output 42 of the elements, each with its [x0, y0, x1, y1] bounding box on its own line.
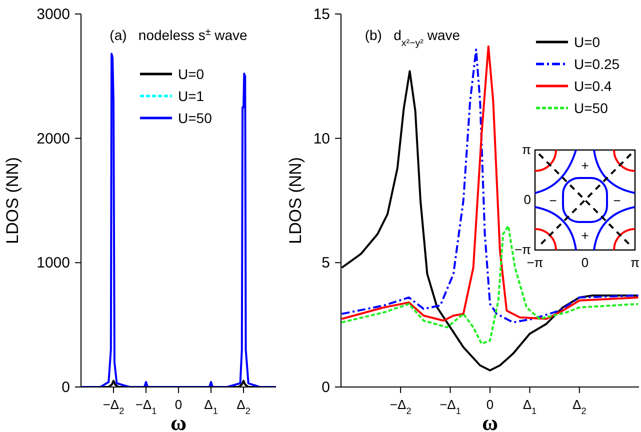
y-tick-label: 1000 [36, 254, 70, 272]
y-tick-label: 15 [313, 6, 330, 23]
x-tick-label: Δ$_{2}$ [236, 397, 250, 416]
x-tick-label: Δ$_{1}$ [522, 397, 537, 416]
legend-label: U=0.25 [574, 56, 620, 72]
y-axis-title: LDOS (NN) [3, 157, 22, 244]
annotation: 0 [581, 255, 589, 270]
x-tick-label: −Δ$_{1}$ [135, 397, 157, 416]
annotation: 0 [524, 192, 531, 207]
annotation: + [581, 228, 589, 243]
text: (a) nodeless s$^{±}$ wave [110, 26, 248, 43]
x-tick-label: −Δ$_{2}$ [390, 397, 412, 416]
y-tick-label: 5 [322, 254, 330, 272]
x-tick-label: Δ$_{1}$ [204, 397, 218, 416]
y-tick-label: 0 [322, 379, 330, 396]
annotation: π [522, 142, 532, 157]
legend-label: U=50 [574, 100, 608, 116]
x-tick-label: −Δ$_{1}$ [440, 397, 461, 416]
legend-label: U=0.4 [574, 78, 612, 94]
y-tick-label: 3000 [36, 6, 70, 23]
legend-label: U=1 [178, 88, 204, 104]
x-tick-label: 0 [174, 397, 182, 412]
annotation: −π [514, 242, 532, 257]
annotation: − [613, 193, 621, 208]
legend-label: U=0 [574, 34, 600, 50]
line-series [341, 224, 639, 345]
y-tick-label: 2000 [36, 130, 70, 148]
x-tick-label: 0 [486, 397, 494, 412]
text: (b) d$_{x²−y²}$ wave [364, 27, 460, 48]
x-tick-label: −Δ$_{2}$ [102, 397, 124, 416]
annotation: π [630, 255, 640, 270]
legend-label: U=50 [178, 110, 212, 126]
x-axis-title: ω [170, 410, 187, 432]
x-tick-label: Δ$_{2}$ [572, 397, 586, 416]
annotation: − [549, 193, 557, 208]
y-tick-label: 0 [62, 379, 70, 396]
y-tick-label: 10 [313, 130, 330, 148]
annotation: −π [526, 255, 544, 270]
annotation: + [581, 158, 589, 173]
legend-label: U=0 [178, 66, 204, 82]
x-axis-title: ω [482, 410, 498, 432]
y-axis-title: LDOS (NN) [286, 157, 306, 244]
